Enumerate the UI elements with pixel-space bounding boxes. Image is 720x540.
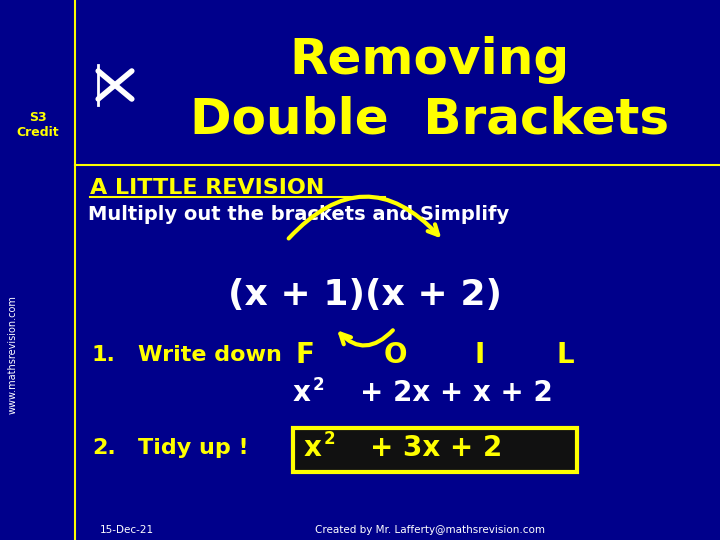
Text: I: I — [475, 341, 485, 369]
Text: 2.: 2. — [92, 438, 116, 458]
Text: O: O — [383, 341, 407, 369]
Text: S3
Credit: S3 Credit — [17, 111, 59, 139]
Text: 15-Dec-21: 15-Dec-21 — [100, 525, 154, 535]
Text: www.mathsrevision.com: www.mathsrevision.com — [8, 295, 18, 414]
Text: L: L — [556, 341, 574, 369]
Text: F: F — [296, 341, 315, 369]
Text: x: x — [293, 379, 311, 407]
Text: Tidy up !: Tidy up ! — [138, 438, 248, 458]
Text: Write down: Write down — [138, 345, 282, 365]
Text: 1.: 1. — [92, 345, 116, 365]
Text: Double  Brackets: Double Brackets — [190, 96, 670, 144]
Text: 2: 2 — [323, 430, 335, 448]
Text: Removing: Removing — [290, 36, 570, 84]
Text: Multiply out the brackets and Simplify: Multiply out the brackets and Simplify — [88, 205, 509, 224]
Text: (x + 1)(x + 2): (x + 1)(x + 2) — [228, 278, 502, 312]
Text: + 2x + x + 2: + 2x + x + 2 — [360, 379, 553, 407]
Text: A LITTLE REVISION: A LITTLE REVISION — [90, 178, 325, 198]
Text: + 3x + 2: + 3x + 2 — [370, 434, 503, 462]
Text: x: x — [304, 434, 322, 462]
Text: 2: 2 — [312, 376, 324, 394]
Text: Created by Mr. Lafferty@mathsrevision.com: Created by Mr. Lafferty@mathsrevision.co… — [315, 525, 545, 535]
FancyBboxPatch shape — [293, 428, 577, 472]
